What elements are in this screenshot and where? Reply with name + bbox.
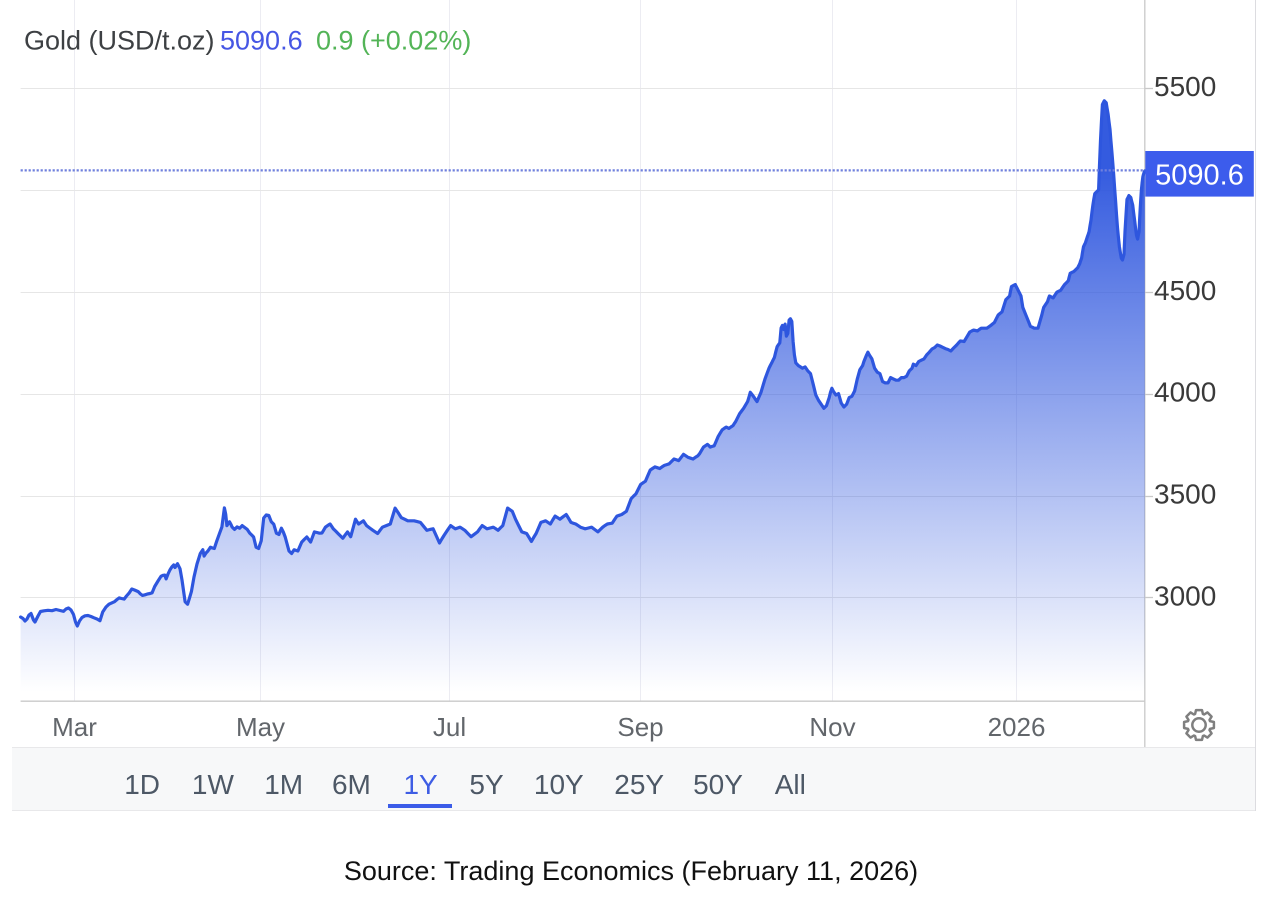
svg-text:3500: 3500 bbox=[1154, 479, 1216, 510]
svg-text:Sep: Sep bbox=[617, 712, 663, 742]
svg-text:Jul: Jul bbox=[433, 712, 466, 742]
svg-text:3000: 3000 bbox=[1154, 581, 1216, 612]
svg-text:5090.6: 5090.6 bbox=[220, 25, 303, 55]
svg-text:2026: 2026 bbox=[988, 712, 1046, 742]
svg-text:5500: 5500 bbox=[1154, 71, 1216, 102]
svg-text:0.9 (+0.02%): 0.9 (+0.02%) bbox=[316, 25, 471, 55]
svg-text:5090.6: 5090.6 bbox=[1155, 160, 1244, 192]
svg-text:4500: 4500 bbox=[1154, 275, 1216, 306]
svg-text:Gold (USD/t.oz): Gold (USD/t.oz) bbox=[24, 25, 215, 55]
svg-text:4000: 4000 bbox=[1154, 377, 1216, 408]
svg-text:Mar: Mar bbox=[52, 712, 97, 742]
svg-text:Nov: Nov bbox=[809, 712, 855, 742]
svg-text:May: May bbox=[236, 712, 285, 742]
